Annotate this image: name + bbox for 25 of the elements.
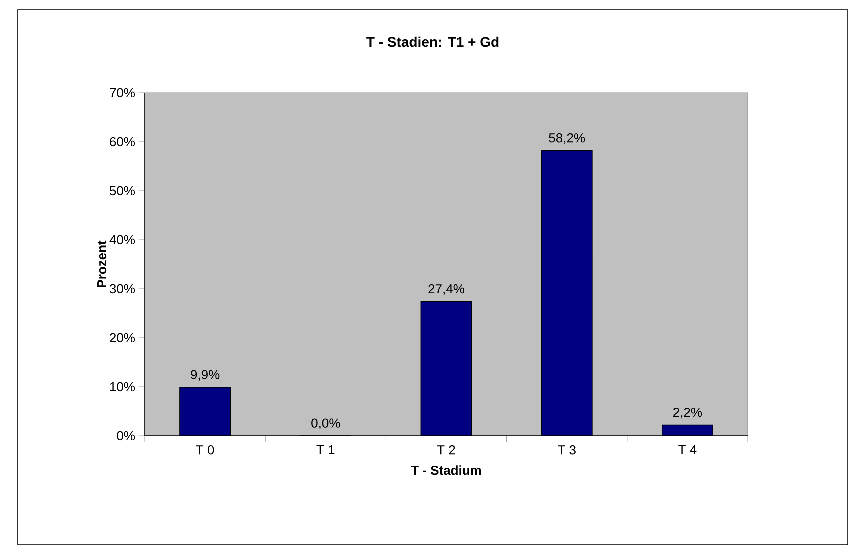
data-label: 2,2%	[674, 408, 702, 419]
data-label: 58,2%	[549, 134, 586, 144]
y-tick-label: 60%	[110, 137, 136, 147]
y-tick-label: 10%	[110, 382, 136, 392]
x-tick-label: T 0	[196, 446, 214, 455]
x-tick-label: T 2	[437, 446, 456, 455]
bar	[662, 424, 714, 436]
bar	[421, 302, 472, 436]
y-tick-label: 50%	[110, 186, 136, 196]
bar	[180, 387, 231, 436]
bar	[542, 150, 592, 436]
data-label: 0,0%	[312, 418, 340, 430]
y-axis-title: Prozent	[98, 240, 107, 288]
y-tick-label: 70%	[110, 88, 136, 98]
chart-title: T - Stadien: T1 + Gd	[366, 36, 499, 48]
x-tick-label: T 4	[678, 446, 697, 454]
data-label: 27,4%	[428, 284, 464, 296]
y-tick-label: 40%	[110, 235, 136, 245]
x-tick-label: T 1	[316, 446, 335, 454]
y-tick-label: 30%	[110, 284, 136, 294]
data-label: 9,9%	[191, 370, 220, 381]
x-tick-label: T 3	[558, 446, 576, 455]
y-tick-label: 20%	[110, 333, 136, 343]
y-tick-label: 0%	[117, 431, 136, 441]
x-axis-title: T - Stadium	[411, 466, 482, 476]
